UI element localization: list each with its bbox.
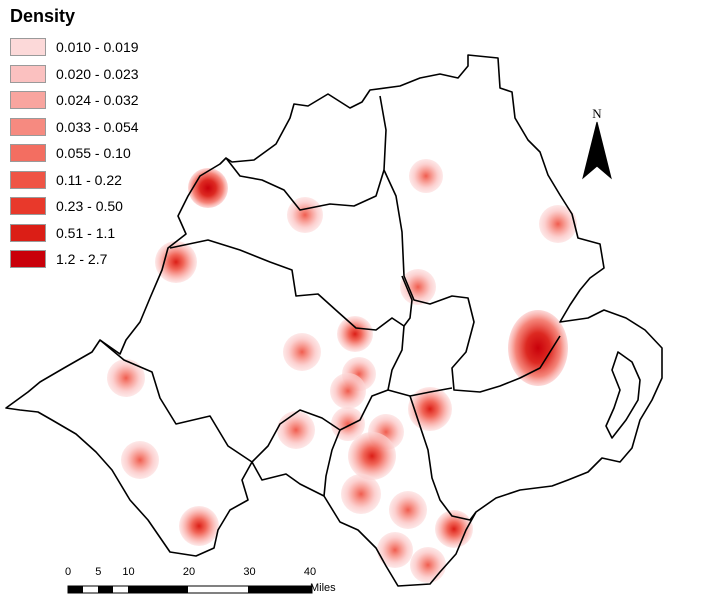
scale-tick-label: 40 — [303, 566, 317, 578]
hotspot — [283, 333, 321, 371]
legend-item: 0.51 - 1.1 — [10, 223, 210, 244]
scale-tick-label: 30 — [243, 566, 256, 578]
hotspot — [179, 506, 219, 546]
hotspot — [341, 474, 381, 514]
legend-label: 0.055 - 0.10 — [56, 145, 131, 161]
north-arrow: N — [579, 106, 615, 182]
scale-tick-label: 5 — [95, 566, 102, 578]
hotspot — [389, 491, 427, 529]
hotspot — [287, 197, 323, 233]
hotspot — [435, 510, 473, 548]
county-boundary — [323, 429, 341, 497]
legend-label: 0.024 - 0.032 — [56, 92, 139, 108]
hotspot — [400, 269, 436, 305]
hotspot — [410, 547, 446, 583]
hotspot — [107, 359, 145, 397]
county-boundary — [225, 157, 385, 211]
north-label: N — [592, 106, 602, 121]
scale-tick-label: 0 — [64, 566, 72, 578]
county-boundary — [251, 389, 389, 463]
hotspot — [377, 532, 413, 568]
legend-label: 0.51 - 1.1 — [56, 224, 116, 241]
county-boundary — [409, 395, 477, 521]
legend-swatch — [10, 170, 46, 189]
legend-item: 0.23 - 0.50 — [10, 197, 210, 217]
legend-label: 0.033 - 0.054 — [56, 118, 139, 135]
legend-label: 1.2 - 2.7 — [56, 251, 108, 267]
legend-swatch — [10, 197, 46, 215]
hotspot — [409, 159, 443, 193]
scale-tick-label: 10 — [122, 566, 135, 578]
legend-label: 0.23 - 0.50 — [56, 198, 123, 214]
hotspot — [508, 310, 568, 386]
county-boundary — [169, 239, 453, 397]
legend-label: 0.010 - 0.019 — [56, 39, 139, 55]
scale-bar-graphic — [67, 585, 313, 594]
hotspot — [121, 441, 159, 479]
hotspot — [277, 411, 315, 449]
legend-label: 0.020 - 0.023 — [56, 65, 139, 82]
hotspot — [408, 387, 452, 431]
legend-item: 0.024 - 0.032 — [10, 91, 210, 111]
county-boundaries — [5, 54, 663, 587]
legend-item: 0.11 - 0.22 — [10, 170, 210, 191]
coastal-inlet — [605, 351, 641, 439]
legend-swatch — [10, 117, 46, 136]
legend-swatch — [10, 250, 46, 268]
legend-swatch — [10, 38, 46, 56]
north-arrow-icon — [582, 121, 612, 180]
legend-swatch — [10, 64, 46, 83]
hotspot — [539, 205, 577, 243]
legend-item: 0.033 - 0.054 — [10, 117, 210, 138]
hotspot — [155, 241, 197, 283]
legend-item: 0.020 - 0.023 — [10, 64, 210, 85]
county-boundary — [99, 339, 253, 463]
county-boundary — [401, 275, 413, 327]
scale-tick-label: 20 — [182, 566, 196, 578]
legend-label: 0.11 - 0.22 — [56, 171, 122, 188]
legend-item: 1.2 - 2.7 — [10, 250, 210, 270]
legend-title: Density — [10, 6, 76, 26]
legend-item: 0.055 - 0.10 — [10, 144, 210, 164]
legend-swatch — [10, 223, 46, 242]
hotspot — [337, 316, 373, 352]
scale-unit: Miles — [310, 582, 336, 594]
hotspot — [330, 373, 366, 409]
hotspot — [348, 432, 396, 480]
legend-item: 0.010 - 0.019 — [10, 38, 210, 58]
legend-swatch — [10, 144, 46, 162]
county-boundary — [379, 95, 561, 393]
scale-bar: Miles 0 5 10 20 30 40 — [58, 566, 368, 606]
legend-swatch — [10, 91, 46, 109]
